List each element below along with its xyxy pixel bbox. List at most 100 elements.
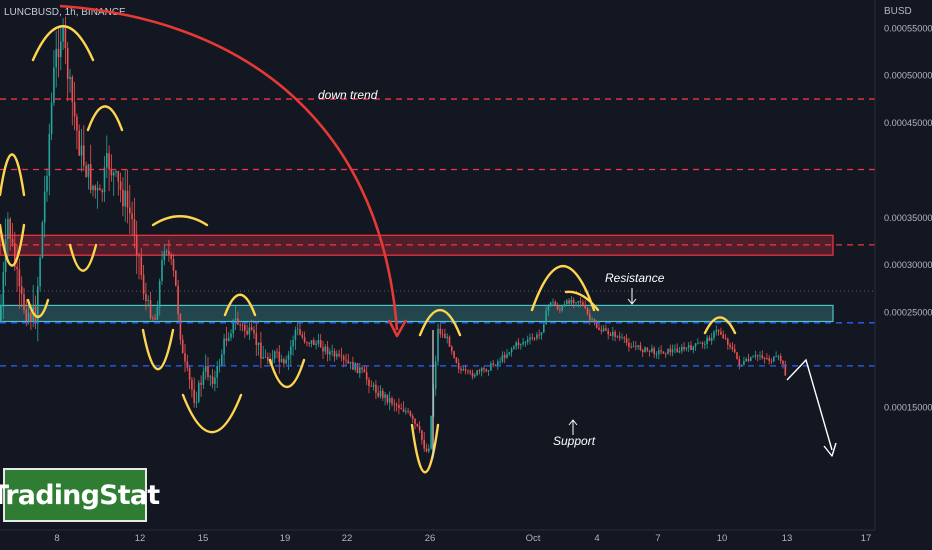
candle-body xyxy=(425,448,428,452)
candle-body xyxy=(471,372,474,377)
peak-marker xyxy=(151,215,209,227)
candle-body xyxy=(92,185,94,190)
candle-body xyxy=(678,350,681,353)
candle-body xyxy=(687,345,690,348)
candle-body xyxy=(170,254,172,259)
trough-marker xyxy=(141,328,175,371)
candle-body xyxy=(62,25,64,42)
candle-body xyxy=(175,270,177,286)
candle-body xyxy=(200,382,202,385)
candle-body xyxy=(211,376,214,385)
candle-body xyxy=(729,344,731,347)
candle-body xyxy=(559,309,561,311)
candle-body xyxy=(694,343,697,347)
down-trend-label: down trend xyxy=(318,88,378,102)
candle-body xyxy=(414,418,416,424)
candle-body xyxy=(294,329,297,341)
x-tick-label: 8 xyxy=(54,533,59,544)
candle-body xyxy=(161,260,163,281)
candle-body xyxy=(598,327,600,330)
candle-body xyxy=(108,153,110,170)
candle-body xyxy=(73,102,76,117)
candle-body xyxy=(276,351,278,353)
candle-body xyxy=(18,268,21,287)
candle-body xyxy=(78,130,80,156)
candle-body xyxy=(110,169,113,176)
candle-body xyxy=(591,319,593,320)
candle-body xyxy=(490,363,492,371)
candle-body xyxy=(301,334,304,338)
candle-body xyxy=(322,347,324,352)
candle-body xyxy=(761,355,764,359)
peak-marker xyxy=(86,105,124,132)
candle-body xyxy=(306,342,308,343)
candle-body xyxy=(549,302,552,306)
peak-marker xyxy=(564,290,600,312)
candle-body xyxy=(483,368,485,370)
candle-body xyxy=(621,337,623,339)
candle-body xyxy=(271,358,274,364)
candle-body xyxy=(478,370,481,372)
candle-body xyxy=(356,363,359,374)
candle-body xyxy=(648,350,651,352)
candle-body xyxy=(124,190,126,207)
candle-body xyxy=(641,350,644,353)
candle-body xyxy=(618,336,621,338)
candle-body xyxy=(218,365,221,367)
candle-body xyxy=(674,348,676,350)
candle-body xyxy=(14,243,16,267)
candle-body xyxy=(179,314,182,340)
candle-body xyxy=(439,328,442,334)
candle-body xyxy=(515,342,517,347)
candle-body xyxy=(20,286,23,295)
candle-body xyxy=(264,357,267,358)
peak-marker xyxy=(223,293,257,317)
currency-label: BUSD xyxy=(884,6,912,17)
candle-body xyxy=(227,337,230,341)
candle-body xyxy=(368,379,370,387)
x-tick-label: 17 xyxy=(861,533,872,544)
peak-marker xyxy=(703,316,737,335)
candle-body xyxy=(651,348,653,352)
candle-body xyxy=(782,360,784,365)
candle-body xyxy=(241,324,244,326)
candle-body xyxy=(600,329,603,332)
candle-body xyxy=(234,318,237,320)
candle-body xyxy=(133,219,136,236)
candle-body xyxy=(382,390,384,398)
candle-body xyxy=(377,392,379,397)
candle-body xyxy=(280,359,283,362)
candle-body xyxy=(303,337,306,343)
candle-body xyxy=(503,355,506,358)
candle-body xyxy=(260,342,262,359)
candle-body xyxy=(430,416,432,449)
candle-body xyxy=(244,324,246,331)
candle-body xyxy=(94,185,97,191)
support-label: Support xyxy=(553,434,596,448)
candle-body xyxy=(462,369,465,371)
candle-body xyxy=(27,312,30,322)
candle-body xyxy=(253,329,255,334)
candle-body xyxy=(230,333,232,338)
candle-body xyxy=(239,324,241,326)
candle-body xyxy=(313,340,315,345)
candle-body xyxy=(122,189,124,207)
candle-body xyxy=(407,410,409,412)
candle-body xyxy=(763,358,766,359)
downtrend-arrow xyxy=(59,4,399,331)
candle-body xyxy=(451,346,453,352)
candle-body xyxy=(623,337,626,339)
x-tick-label: 4 xyxy=(594,533,599,544)
candle-body xyxy=(214,377,216,385)
candle-body xyxy=(103,167,106,193)
candle-body xyxy=(669,348,672,353)
y-tick-label: 0.00055000 xyxy=(884,23,932,33)
candle-body xyxy=(444,333,446,339)
candle-body xyxy=(85,165,87,177)
candle-body xyxy=(575,302,577,304)
candle-body xyxy=(501,355,504,362)
candle-body xyxy=(216,365,218,378)
candle-body xyxy=(715,330,718,332)
candle-body xyxy=(690,345,692,351)
candle-body xyxy=(485,369,488,372)
